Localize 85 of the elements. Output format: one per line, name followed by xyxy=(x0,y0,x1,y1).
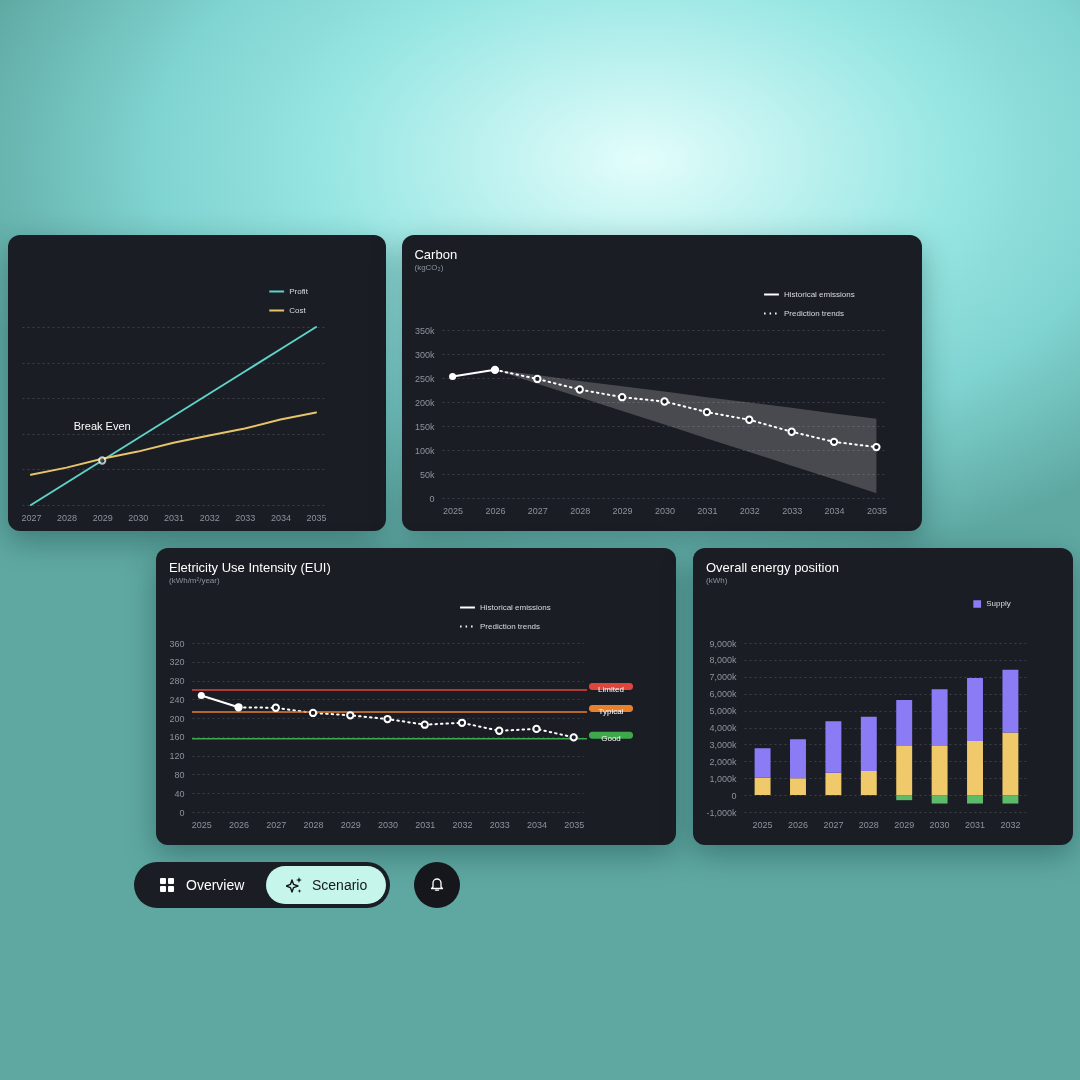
x-tick-label: 2035 xyxy=(866,505,887,516)
y-tick-label: 1,000k xyxy=(709,773,737,784)
x-tick-label: 2034 xyxy=(270,512,291,523)
x-tick-label: 2032 xyxy=(739,505,760,516)
y-tick-label: 120 xyxy=(169,751,185,762)
chart-subtitle: (kgCO₂) xyxy=(414,263,444,272)
y-tick-label: 6,000k xyxy=(709,689,737,700)
x-tick-label: 2025 xyxy=(191,819,212,830)
x-tick-label: 2033 xyxy=(489,819,510,830)
y-tick-label: 200 xyxy=(169,713,185,724)
x-tick-label: 2029 xyxy=(340,819,361,830)
chart-title: Carbon xyxy=(414,247,458,262)
legend-label: Prediction trends xyxy=(784,308,845,318)
x-tick-label: 2033 xyxy=(235,512,256,523)
x-tick-label: 2032 xyxy=(199,512,220,523)
y-tick-label: 150k xyxy=(414,421,435,432)
x-tick-label: 2026 xyxy=(229,819,250,830)
y-tick-label: 0 xyxy=(429,493,435,504)
chart-title: Eletricity Use Intensity (EUI) xyxy=(168,560,331,575)
x-tick-label: 2028 xyxy=(57,512,78,523)
legend-label: Profit xyxy=(289,286,309,296)
y-tick-label: 280 xyxy=(169,676,185,687)
x-tick-label: 2031 xyxy=(964,819,986,830)
x-tick-label: 2027 xyxy=(823,819,844,830)
text: Overview xyxy=(186,877,245,893)
x-tick-label: 2029 xyxy=(92,512,113,523)
y-tick-label: 8,000k xyxy=(709,655,737,666)
x-tick-label: 2031 xyxy=(163,512,185,523)
x-tick-label: 2029 xyxy=(612,505,633,516)
y-tick-label: 100k xyxy=(414,445,435,456)
x-tick-label: 2028 xyxy=(303,819,324,830)
x-tick-label: 2032 xyxy=(452,819,473,830)
x-tick-label: 2029 xyxy=(894,819,915,830)
y-tick-label: 160 xyxy=(169,732,185,743)
x-tick-label: 2035 xyxy=(564,819,585,830)
y-tick-label: 5,000k xyxy=(709,706,737,717)
x-tick-label: 2026 xyxy=(485,505,506,516)
x-tick-label: 2030 xyxy=(128,512,149,523)
x-tick-label: 2034 xyxy=(526,819,547,830)
x-tick-label: 2025 xyxy=(443,505,464,516)
chart-title: Overall energy position xyxy=(705,560,839,575)
x-tick-label: 2033 xyxy=(782,505,803,516)
x-tick-label: 2025 xyxy=(752,819,773,830)
x-tick-label: 2028 xyxy=(858,819,879,830)
y-tick-label: 200k xyxy=(414,397,435,408)
chart-subtitle: (kWh/m²/year) xyxy=(168,576,220,585)
legend-label: Prediction trends xyxy=(480,621,541,631)
legend-label: Historical emissions xyxy=(480,602,551,612)
y-tick-label: 250k xyxy=(414,373,435,384)
x-tick-label: 2028 xyxy=(570,505,591,516)
y-tick-label: 0 xyxy=(731,790,737,801)
y-tick-label: 80 xyxy=(174,769,185,780)
x-tick-label: 2027 xyxy=(527,505,548,516)
x-tick-label: 2030 xyxy=(929,819,950,830)
y-tick-label: 9,000k xyxy=(709,638,737,649)
x-tick-label: 2027 xyxy=(21,512,42,523)
y-tick-label: 300k xyxy=(414,349,435,360)
x-tick-label: 2032 xyxy=(1000,819,1021,830)
x-tick-label: 2034 xyxy=(824,505,845,516)
y-tick-label: 240 xyxy=(169,694,185,705)
legend-label: Historical emissions xyxy=(784,289,855,299)
y-tick-label: 40 xyxy=(174,788,185,799)
y-tick-label: -1,000k xyxy=(706,807,737,818)
chart-subtitle: (kWh) xyxy=(705,576,728,585)
ref-line-label: Good xyxy=(601,733,621,743)
y-tick-label: 2,000k xyxy=(709,756,737,767)
x-tick-label: 2026 xyxy=(787,819,809,830)
x-tick-label: 2030 xyxy=(377,819,399,830)
y-tick-label: 360 xyxy=(169,638,185,649)
y-tick-label: 320 xyxy=(169,657,185,668)
y-tick-label: 7,000k xyxy=(709,672,737,683)
x-tick-label: 2031 xyxy=(697,505,718,516)
y-tick-label: 50k xyxy=(419,469,435,480)
y-tick-label: 0 xyxy=(179,807,185,818)
legend-label: Supply xyxy=(986,599,1011,608)
y-tick-label: 4,000k xyxy=(709,723,737,733)
x-tick-label: 2027 xyxy=(266,819,287,830)
legend-label: Cost xyxy=(289,305,307,315)
x-tick-label: 2035 xyxy=(306,512,327,523)
annotation: Break Even xyxy=(73,419,131,432)
text: Scenario xyxy=(312,877,368,893)
y-tick-label: 350k xyxy=(414,325,435,336)
y-tick-label: 3,000k xyxy=(709,739,737,750)
x-tick-label: 2031 xyxy=(415,819,436,830)
x-tick-label: 2030 xyxy=(654,505,676,516)
